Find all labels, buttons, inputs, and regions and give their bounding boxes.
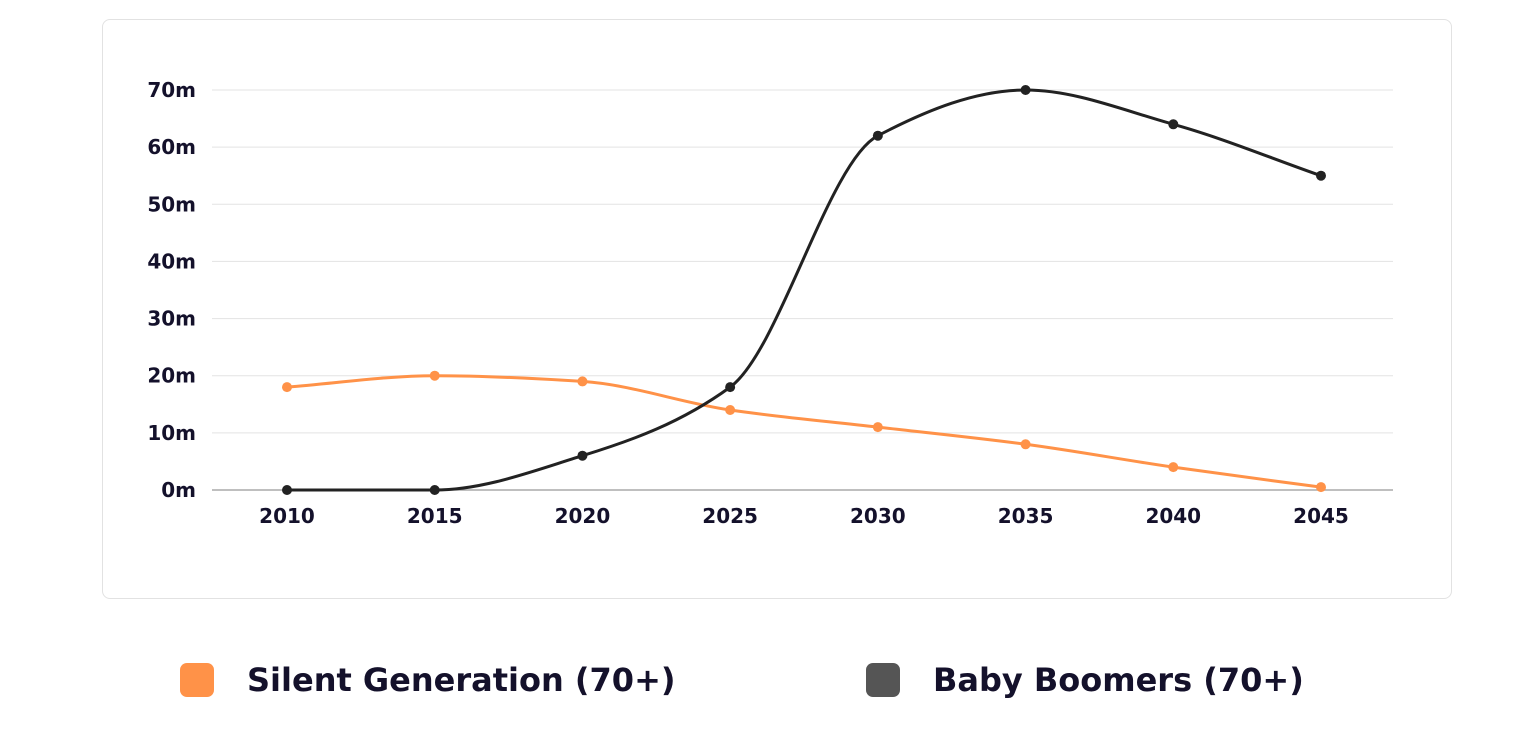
legend-item-baby-boomers[interactable]: Baby Boomers (70+) [866, 650, 1304, 710]
series-1-point[interactable] [1168, 462, 1179, 473]
series-2-point[interactable] [1316, 170, 1326, 181]
y-tick-label: 60m [147, 135, 196, 159]
x-tick-label: 2040 [1145, 504, 1201, 528]
legend-swatch-silent-generation [180, 663, 214, 697]
series-2-line [285, 88, 1323, 492]
series-1-point[interactable] [282, 382, 292, 393]
y-tick-label: 10m [147, 421, 196, 445]
grid-lines [212, 89, 1393, 491]
data-points [282, 85, 1326, 495]
series-1-line [285, 374, 1323, 489]
series-1-point[interactable] [1020, 439, 1031, 450]
legend-label-baby-boomers: Baby Boomers (70+) [933, 661, 1304, 699]
series-2-point[interactable] [1168, 119, 1179, 130]
series-1-point[interactable] [577, 376, 588, 387]
x-tick-label: 2035 [998, 504, 1054, 528]
x-tick-label: 2010 [259, 504, 315, 528]
series-2-point[interactable] [429, 485, 440, 495]
series-2-point[interactable] [725, 382, 736, 393]
y-tick-label: 50m [147, 192, 196, 216]
x-tick-label: 2020 [555, 504, 611, 528]
y-tick-label: 30m [147, 307, 196, 331]
y-tick-label: 70m [147, 78, 196, 102]
series-2-point[interactable] [1020, 85, 1031, 95]
legend-item-silent-generation[interactable]: Silent Generation (70+) [180, 650, 676, 710]
x-tick-label: 2030 [850, 504, 906, 528]
series-2-point[interactable] [872, 130, 883, 141]
series-1-point[interactable] [725, 405, 736, 415]
series-1-point[interactable] [1316, 482, 1326, 493]
y-tick-label: 20m [147, 364, 196, 388]
legend: Silent Generation (70+) Baby Boomers (70… [0, 650, 1536, 710]
legend-swatch-baby-boomers [866, 663, 900, 697]
x-tick-label: 2015 [407, 504, 463, 528]
x-tick-label: 2045 [1293, 504, 1349, 528]
series-1-point[interactable] [872, 422, 883, 433]
series-2-point[interactable] [282, 485, 292, 495]
x-tick-label: 2025 [702, 504, 758, 528]
y-tick-label: 40m [147, 249, 196, 273]
series-1-point[interactable] [429, 370, 440, 381]
legend-label-silent-generation: Silent Generation (70+) [247, 661, 676, 699]
axes: 0m 10m 20m 30m 40m 50m 60m 70m 2010 2015 2020 2025 2… [147, 78, 1349, 528]
series-lines [285, 88, 1323, 492]
series-2-point[interactable] [577, 450, 588, 461]
chart-card [102, 19, 1452, 599]
y-tick-label: 0m [161, 478, 196, 502]
